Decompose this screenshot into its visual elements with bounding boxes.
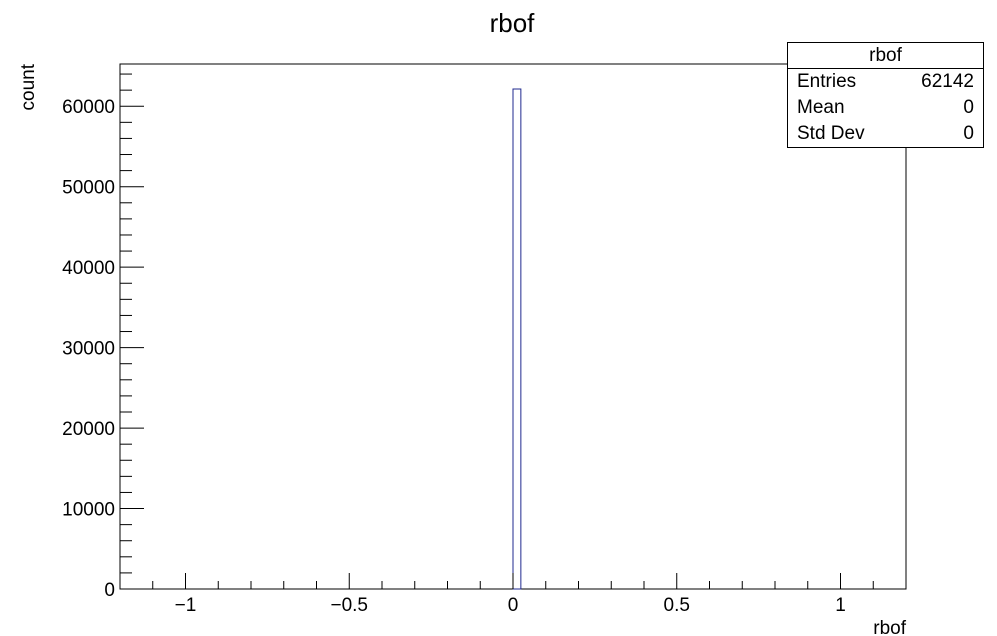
stats-value: 0 [963, 123, 974, 144]
y-tick-label: 60000 [62, 97, 115, 118]
y-tick-label: 30000 [62, 339, 115, 360]
y-tick-label: 50000 [62, 178, 115, 199]
y-tick-label: 40000 [62, 258, 115, 279]
stats-row-mean: Mean 0 [788, 95, 983, 121]
x-tick-label: 1 [835, 595, 846, 616]
x-axis-label: rbof [873, 618, 906, 636]
y-tick-label: 10000 [62, 500, 115, 521]
y-tick-label: 0 [104, 580, 115, 601]
stats-label: Std Dev [797, 123, 865, 144]
chart-title: rbof [490, 8, 536, 38]
stats-row-std-dev: Std Dev 0 [788, 121, 983, 147]
histogram-bar-0 [512, 88, 522, 590]
x-tick-label: 0.5 [664, 595, 690, 616]
stats-value: 62142 [921, 71, 974, 92]
x-tick-label: 0 [508, 595, 519, 616]
stats-label: Entries [797, 71, 857, 92]
stats-title: rbof [788, 43, 983, 69]
x-tick-label: −0.5 [330, 595, 368, 616]
stats-box: rbof Entries 62142 Mean 0 Std Dev 0 [787, 42, 984, 148]
y-tick-label: 20000 [62, 419, 115, 440]
stats-row-entries: Entries 62142 [788, 69, 983, 95]
y-axis-label: count [18, 63, 39, 110]
x-tick-label: −1 [175, 595, 197, 616]
stats-label: Mean [797, 97, 845, 118]
stats-value: 0 [963, 97, 974, 118]
